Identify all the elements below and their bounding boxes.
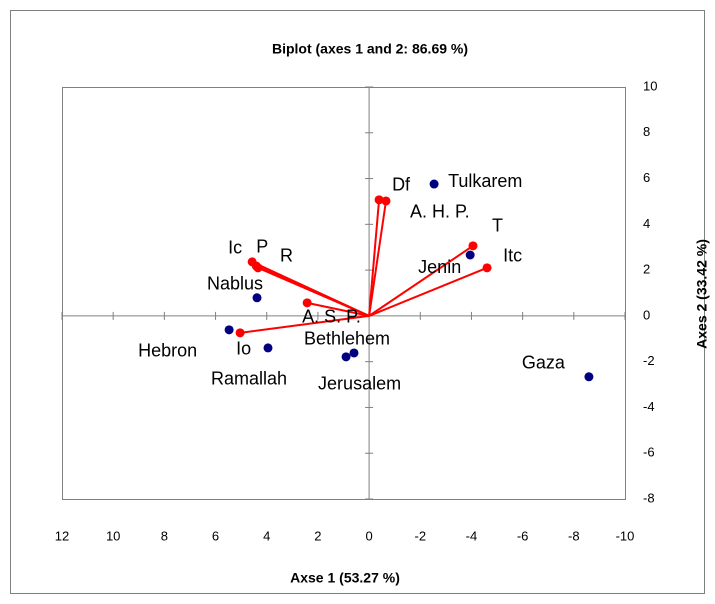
vector-end (381, 196, 391, 206)
x-tick-label: 12 (55, 528, 69, 543)
chart-frame (10, 10, 705, 594)
vector (257, 266, 370, 317)
vector (368, 199, 381, 316)
x-tick-label: -8 (568, 528, 580, 543)
x-tick-label: 10 (106, 528, 120, 543)
x-axis-title: Axse 1 (53.27 %) (290, 570, 400, 586)
x-tick-label: 0 (365, 528, 372, 543)
vector-end (468, 241, 478, 251)
point (465, 250, 475, 260)
point-label: T (492, 216, 503, 236)
point-label: R (280, 246, 293, 266)
vector-end (374, 195, 384, 205)
y-tick-label: 8 (643, 124, 650, 139)
point (263, 343, 273, 353)
vector (239, 314, 370, 334)
y-tick-label: 2 (643, 262, 650, 277)
y-tick-label: 4 (643, 216, 650, 231)
point-label: Tulkarem (448, 171, 522, 191)
point (349, 348, 359, 358)
point-label: Itc (503, 246, 522, 266)
y-tick-label: 6 (643, 170, 650, 185)
x-tick-label: -2 (414, 528, 426, 543)
point-label: Io (236, 339, 251, 359)
point-label: Nablus (207, 274, 263, 294)
point (341, 352, 351, 362)
point-label: Ramallah (211, 369, 287, 389)
point-label: P (256, 237, 268, 257)
x-tick-label: -4 (466, 528, 478, 543)
chart-title: Biplot (axes 1 and 2: 86.69 %) (272, 41, 468, 57)
x-tick-label: 2 (314, 528, 321, 543)
point-label: Ic (228, 238, 242, 258)
point-label: Bethlehem (304, 329, 390, 349)
point-label: A. H. P. (410, 202, 470, 222)
point-label: Gaza (522, 353, 566, 373)
vector (306, 301, 370, 317)
vector-end (302, 298, 312, 308)
y-tick-label: 0 (643, 307, 650, 322)
plot-frame (62, 87, 626, 500)
point (429, 179, 439, 189)
vector (368, 200, 387, 317)
point (252, 293, 262, 303)
vector-end (482, 263, 492, 273)
x-tick-label: 4 (263, 528, 270, 543)
y-tick-label: -4 (643, 399, 655, 414)
point-label: A. S. P. (302, 307, 361, 327)
vector (368, 245, 474, 317)
point-label: Df (392, 175, 411, 195)
x-tick-label: -6 (517, 528, 529, 543)
x-tick-label: -10 (616, 528, 635, 543)
y-tick-label: -6 (643, 445, 655, 460)
point (584, 372, 594, 382)
vector (368, 266, 488, 317)
point-label: Jerusalem (318, 374, 401, 394)
y-tick-label: 10 (643, 78, 657, 93)
point (224, 325, 234, 335)
y-axis-title: Axes 2 (33.42 %) (694, 239, 710, 349)
y-tick-label: -2 (643, 353, 655, 368)
y-tick-label: -8 (643, 490, 655, 505)
vector-end (235, 328, 245, 338)
point-label: Hebron (138, 341, 197, 361)
point-label: Jenin (418, 257, 461, 277)
x-tick-label: 8 (161, 528, 168, 543)
vector-end (253, 263, 263, 273)
x-tick-label: 6 (212, 528, 219, 543)
